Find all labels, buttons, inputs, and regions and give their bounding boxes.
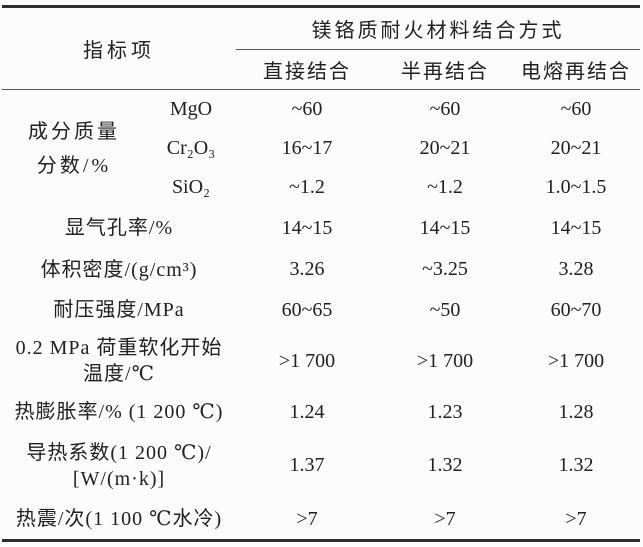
- cell-value: 1.23: [427, 400, 463, 423]
- cell-value: 3.26: [289, 258, 325, 280]
- header-group-area: 镁铬质耐火材料结合方式 直接结合 半再结合 电熔再结合: [236, 8, 640, 89]
- cell-value: ~1.2: [289, 176, 325, 198]
- row-label: 导热系数(1 200 ℃)/ [W/(m·k)]: [26, 441, 212, 490]
- table-row-thermal-conductivity: 导热系数(1 200 ℃)/ [W/(m·k)] 1.37 1.32 1.32: [2, 432, 640, 499]
- cell-value: 1.32: [427, 454, 463, 476]
- table-header: 指标项 镁铬质耐火材料结合方式 直接结合 半再结合 电熔再结合: [2, 8, 640, 90]
- table-row-thermal-expansion: 热膨胀率/% (1 200 ℃) 1.24 1.23 1.28: [2, 392, 640, 432]
- header-col-direct-bond: 直接结合: [263, 61, 351, 83]
- header-col-semi-rebonded: 半再结合: [401, 61, 489, 83]
- row-label: 热膨胀率/% (1 200 ℃): [14, 401, 224, 423]
- header-indicator-label: 指标项: [83, 40, 155, 62]
- cell-value: 1.0~1.5: [545, 176, 607, 198]
- chem-label-cr2o3: Cr₂O₃: [166, 137, 216, 159]
- cell-value: 3.28: [558, 258, 594, 280]
- table-row-bulk-density: 体积密度/(g/cm³) 3.26 ~3.25 3.28: [2, 249, 640, 290]
- composition-group: 成分质量 分数/% MgO ~60 ~60 ~60 Cr₂O₃ 16~17 20…: [2, 90, 640, 207]
- header-col-fused-rebonded: 电熔再结合: [521, 61, 631, 83]
- cell-value: 16~17: [281, 137, 333, 159]
- cell-value: ~50: [429, 298, 461, 321]
- cell-value: 1.37: [289, 454, 325, 476]
- cell-value: ~1.2: [427, 176, 463, 198]
- cell-value: >7: [434, 507, 456, 530]
- cell-value: >1 700: [416, 349, 474, 372]
- cell-value: >1 700: [547, 349, 605, 372]
- row-label: 热震/次(1 100 ℃水冷): [15, 508, 223, 530]
- row-label: 显气孔率/%: [64, 217, 174, 239]
- cell-value: 14~15: [419, 216, 471, 239]
- cell-value: 14~15: [281, 216, 333, 239]
- cell-value: 60~65: [281, 298, 333, 321]
- cell-value: ~60: [291, 98, 323, 120]
- row-label: 0.2 MPa 荷重软化开始 温度/℃: [15, 337, 223, 385]
- cell-value: 1.24: [289, 400, 325, 423]
- cell-value: >7: [296, 507, 318, 530]
- row-label: 耐压强度/MPa: [53, 299, 185, 321]
- cell-value: 14~15: [550, 216, 602, 239]
- header-subcolumns: 直接结合 半再结合 电熔再结合: [236, 50, 640, 89]
- chem-label-sio2: SiO₂: [171, 176, 211, 198]
- composition-group-label: 成分质量 分数/%: [28, 120, 120, 177]
- cell-value: 20~21: [419, 137, 471, 159]
- cell-value: 1.32: [558, 454, 594, 476]
- chem-label-mgo: MgO: [169, 98, 213, 120]
- table-row-porosity: 显气孔率/% 14~15 14~15 14~15: [2, 207, 640, 249]
- table-row-thermal-shock: 热震/次(1 100 ℃水冷) >7 >7 >7: [2, 499, 640, 539]
- row-label: 体积密度/(g/cm³): [40, 258, 198, 281]
- cell-value: 20~21: [550, 137, 602, 159]
- table-row-softening-temperature: 0.2 MPa 荷重软化开始 温度/℃ >1 700 >1 700 >1 700: [2, 330, 640, 392]
- cell-value: 1.28: [558, 400, 594, 423]
- cell-value: >1 700: [278, 349, 336, 372]
- header-group-title: 镁铬质耐火材料结合方式: [236, 8, 640, 50]
- cell-value: >7: [565, 507, 587, 530]
- cell-value: ~60: [429, 98, 461, 120]
- refractory-properties-table: 指标项 镁铬质耐火材料结合方式 直接结合 半再结合 电熔再结合 成分质量 分数/…: [2, 5, 640, 542]
- table-row-crushing-strength: 耐压强度/MPa 60~65 ~50 60~70: [2, 290, 640, 330]
- cell-value: 60~70: [550, 298, 602, 321]
- cell-value: ~3.25: [422, 258, 468, 280]
- cell-value: ~60: [560, 98, 592, 120]
